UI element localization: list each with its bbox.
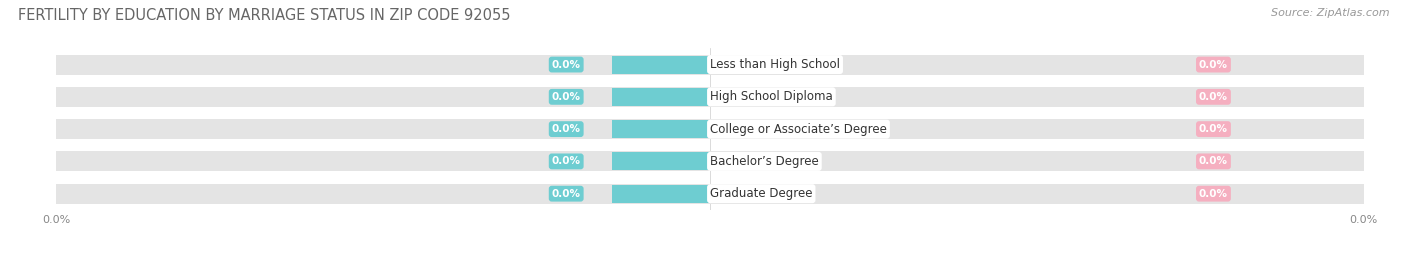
Text: 0.0%: 0.0% (551, 156, 581, 167)
Text: 0.0%: 0.0% (551, 124, 581, 134)
Bar (612, 153, 710, 170)
Bar (56, 119, 1364, 139)
Bar (612, 185, 710, 203)
Text: 0.0%: 0.0% (1199, 124, 1227, 134)
Bar (710, 120, 808, 138)
Bar (710, 185, 808, 203)
Text: 0.0%: 0.0% (551, 92, 581, 102)
Text: 0.0%: 0.0% (1199, 156, 1227, 167)
Text: 0.0%: 0.0% (551, 189, 581, 199)
Text: 0.0%: 0.0% (551, 59, 581, 70)
Bar (710, 88, 808, 106)
Legend: Married, Unmarried: Married, Unmarried (630, 266, 790, 269)
Text: College or Associate’s Degree: College or Associate’s Degree (710, 123, 887, 136)
Text: Bachelor’s Degree: Bachelor’s Degree (710, 155, 818, 168)
Text: Source: ZipAtlas.com: Source: ZipAtlas.com (1271, 8, 1389, 18)
Bar (612, 120, 710, 138)
Bar (56, 184, 1364, 204)
Text: 0.0%: 0.0% (1199, 189, 1227, 199)
Bar (56, 55, 1364, 75)
Bar (710, 56, 808, 73)
Text: Graduate Degree: Graduate Degree (710, 187, 813, 200)
Text: Less than High School: Less than High School (710, 58, 839, 71)
Text: High School Diploma: High School Diploma (710, 90, 832, 103)
Bar (56, 87, 1364, 107)
Text: 0.0%: 0.0% (1199, 92, 1227, 102)
Bar (710, 153, 808, 170)
Text: 0.0%: 0.0% (1199, 59, 1227, 70)
Bar (612, 56, 710, 73)
Bar (612, 88, 710, 106)
Bar (56, 151, 1364, 171)
Text: FERTILITY BY EDUCATION BY MARRIAGE STATUS IN ZIP CODE 92055: FERTILITY BY EDUCATION BY MARRIAGE STATU… (18, 8, 510, 23)
